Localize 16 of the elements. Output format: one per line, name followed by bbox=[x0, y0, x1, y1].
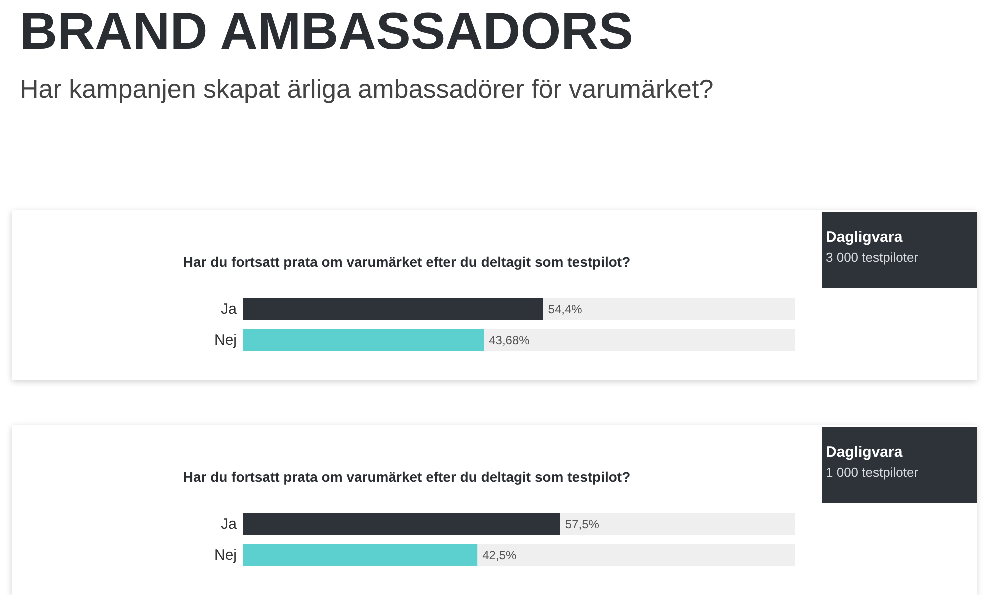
chart-title: Har du fortsatt prata om varumärket efter du deltagit som testpilot? bbox=[182, 469, 632, 485]
text: 3 000 testpiloter bbox=[826, 249, 920, 267]
y-tick-label: Ja bbox=[221, 516, 238, 533]
text: BRAND AMBASSADORS bbox=[20, 2, 634, 63]
text: Dagligvara bbox=[826, 228, 904, 248]
chart-title: Har du fortsatt prata om varumärket efter du deltagit som testpilot? bbox=[182, 254, 632, 270]
data-label: 54,4% bbox=[548, 302, 583, 316]
y-tick-label: Nej bbox=[214, 332, 237, 349]
data-label: 42,5% bbox=[482, 548, 517, 562]
text: 1 000 testpiloter bbox=[826, 464, 920, 482]
text: Dagligvara bbox=[826, 443, 904, 463]
text: Har kampanjen skapat ärliga ambassadörer för varumärket? bbox=[20, 73, 715, 106]
data-label: 43,68% bbox=[489, 334, 530, 348]
y-tick-label: Nej bbox=[214, 547, 237, 564]
data-label: 57,5% bbox=[565, 518, 600, 532]
y-tick-label: Ja bbox=[221, 301, 238, 318]
